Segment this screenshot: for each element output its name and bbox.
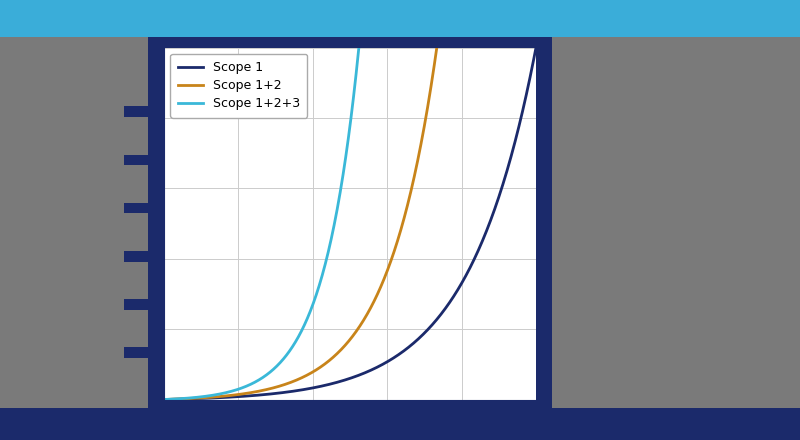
Scope 1+2+3 — [164, 397, 174, 402]
Scope 1+2+3 — [159, 397, 169, 402]
Scope 1 — [414, 335, 424, 341]
Scope 1+2 — [432, 47, 442, 52]
Legend: Scope 1, Scope 1+2, Scope 1+2+3: Scope 1, Scope 1+2, Scope 1+2+3 — [170, 54, 307, 118]
Scope 1+2+3 — [190, 395, 199, 400]
Scope 1 — [531, 45, 541, 50]
Scope 1+2+3 — [262, 372, 272, 377]
Scope 1 — [310, 385, 319, 390]
Scope 1+2+3 — [288, 344, 298, 349]
Scope 1+2 — [367, 303, 377, 308]
Scope 1+2 — [159, 397, 169, 402]
Scope 1+2+3 — [347, 110, 357, 115]
Scope 1 — [159, 397, 169, 402]
Scope 1+2 — [402, 204, 412, 209]
Line: Scope 1+2+3: Scope 1+2+3 — [164, 48, 358, 400]
Line: Scope 1+2: Scope 1+2 — [164, 49, 437, 400]
Scope 1 — [323, 382, 333, 387]
Scope 1 — [456, 282, 466, 287]
Line: Scope 1: Scope 1 — [164, 48, 536, 400]
Scope 1+2 — [218, 394, 228, 399]
Scope 1+2+3 — [246, 382, 255, 387]
Scope 1+2 — [318, 363, 328, 368]
Scope 1+2+3 — [354, 46, 363, 51]
Scope 1 — [197, 396, 206, 401]
Scope 1+2 — [213, 394, 222, 400]
Scope 1 — [450, 293, 459, 298]
Scope 1+2 — [332, 352, 342, 357]
